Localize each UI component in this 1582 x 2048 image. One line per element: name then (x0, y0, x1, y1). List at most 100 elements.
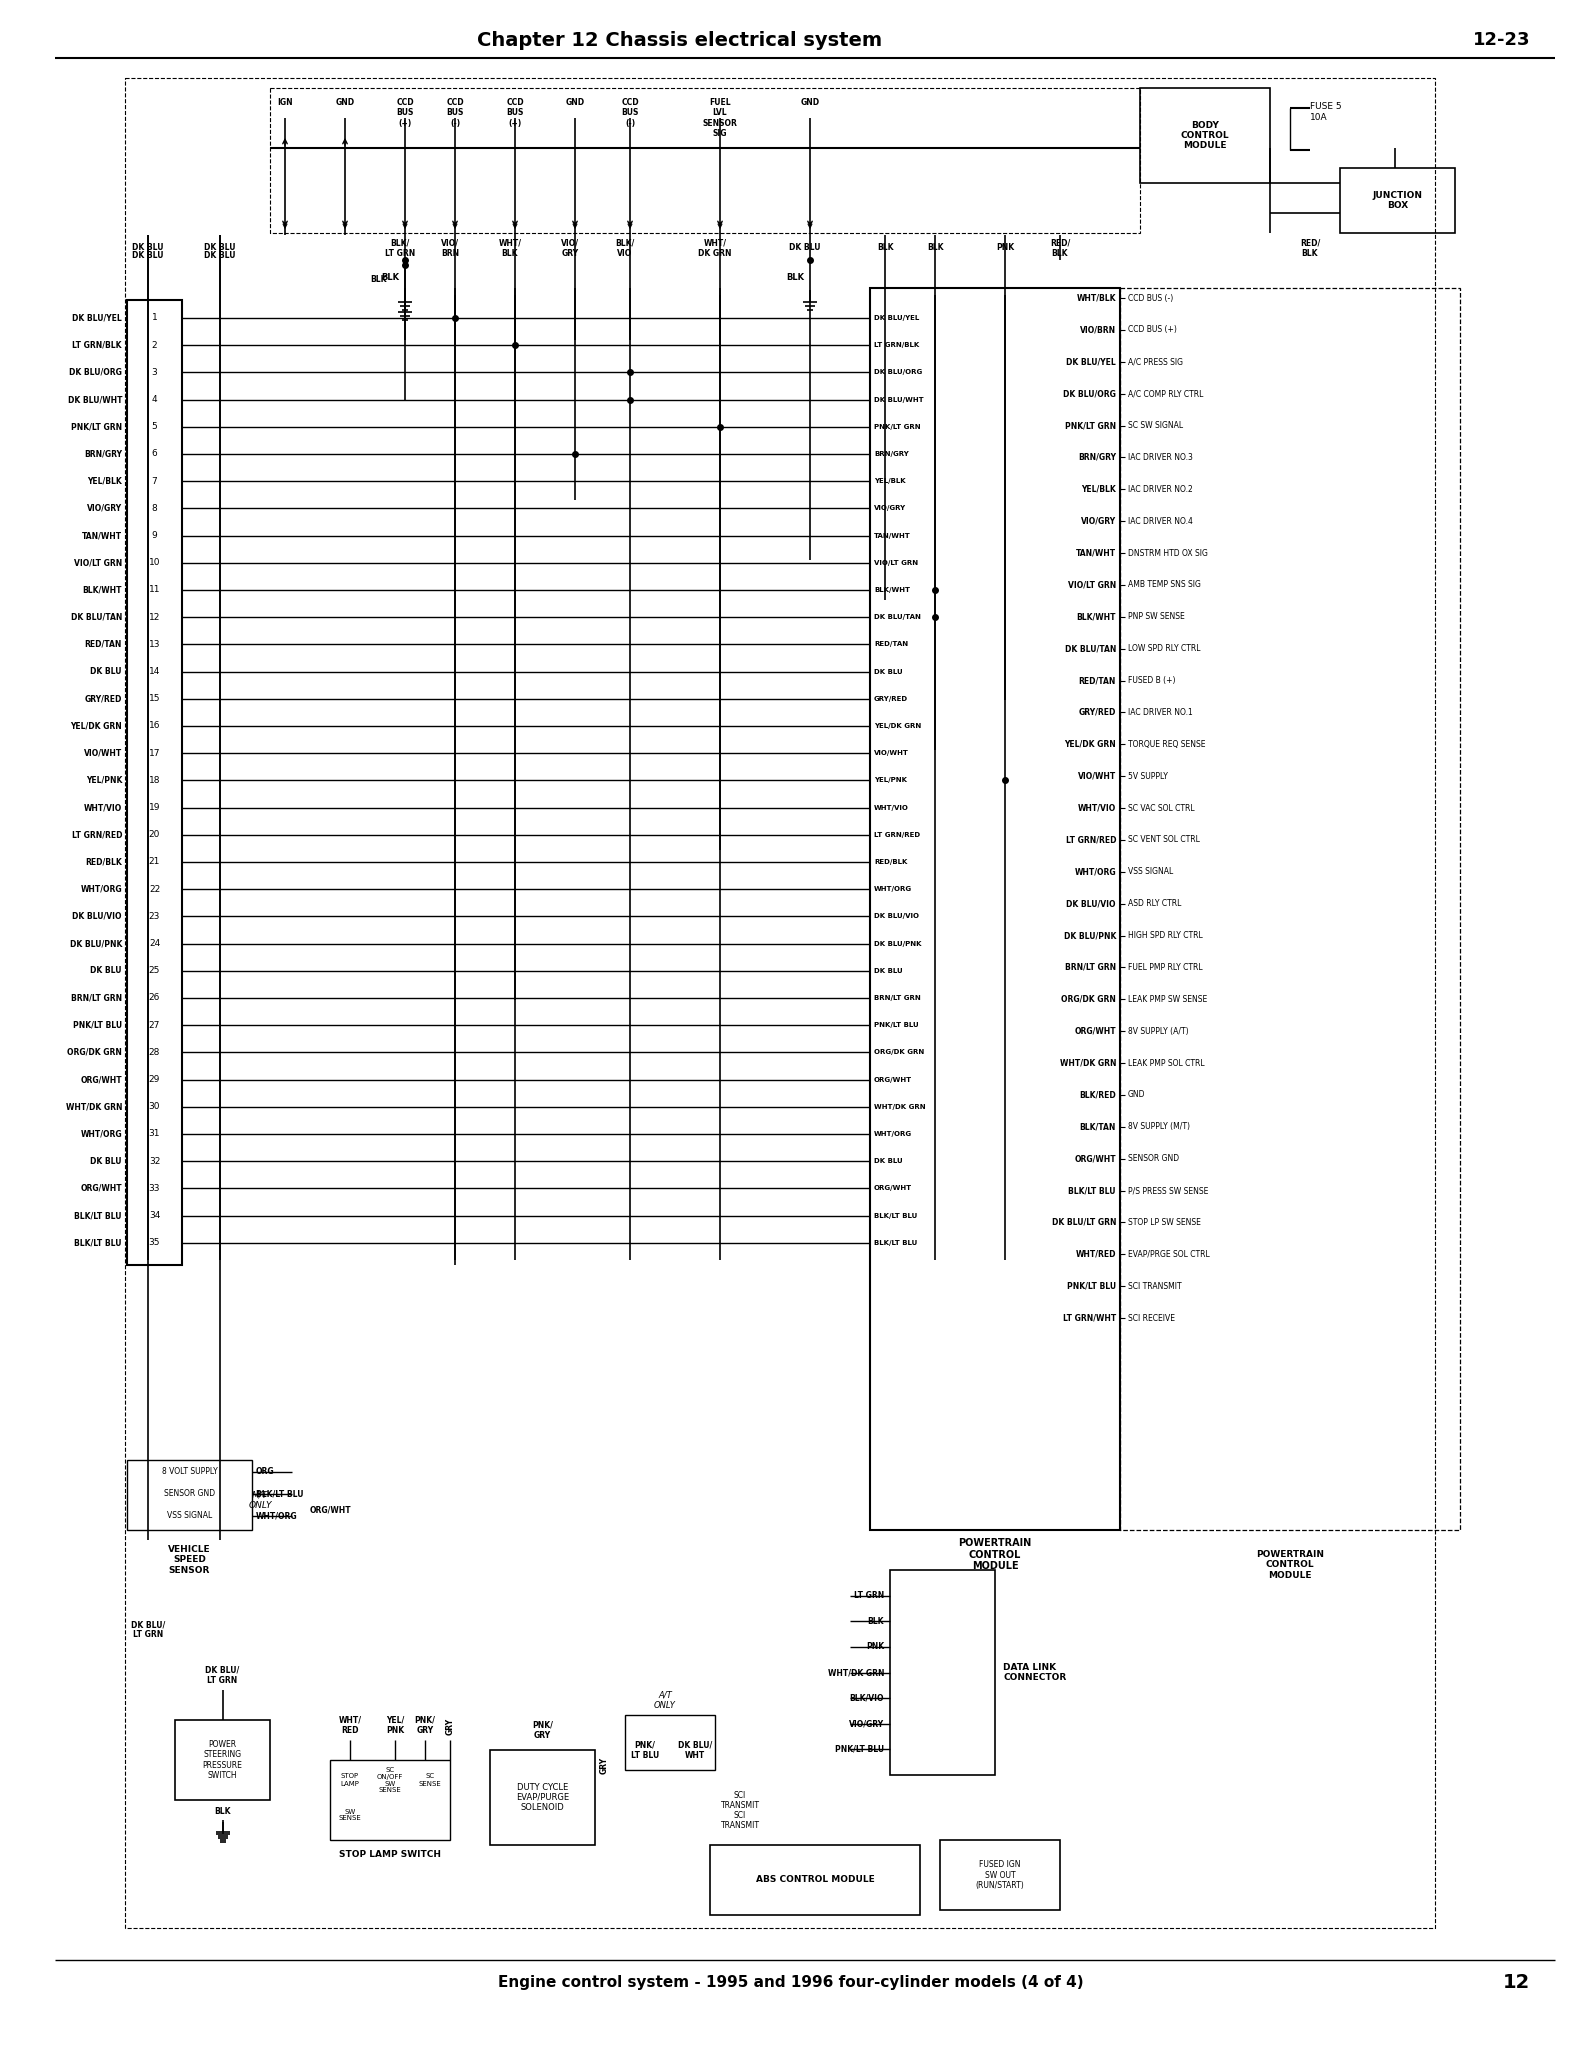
Text: 4: 4 (152, 395, 157, 403)
Text: VIO/
GRY: VIO/ GRY (562, 238, 579, 258)
Text: 18: 18 (149, 776, 160, 784)
Text: STOP LAMP SWITCH: STOP LAMP SWITCH (339, 1849, 441, 1860)
Text: WHT/BLK: WHT/BLK (1076, 293, 1115, 303)
Text: WHT/VIO: WHT/VIO (1077, 803, 1115, 813)
Text: CCD
BUS
(+): CCD BUS (+) (396, 98, 414, 127)
Text: BLK: BLK (370, 276, 388, 285)
Text: A/C COMP RLY CTRL: A/C COMP RLY CTRL (1128, 389, 1204, 397)
Text: YEL/BLK: YEL/BLK (873, 477, 905, 483)
Text: DK BLU: DK BLU (133, 244, 165, 252)
Text: 6: 6 (152, 449, 157, 459)
Text: 8 VOLT SUPPLY: 8 VOLT SUPPLY (161, 1468, 217, 1477)
Text: DK BLU/
LT GRN: DK BLU/ LT GRN (131, 1620, 165, 1638)
Text: SW
SENSE: SW SENSE (339, 1808, 361, 1821)
Text: GND: GND (335, 98, 354, 106)
Text: ORG: ORG (256, 1468, 275, 1477)
Text: 23: 23 (149, 911, 160, 922)
Text: DK BLU: DK BLU (90, 967, 122, 975)
Text: IAC DRIVER NO.2: IAC DRIVER NO.2 (1128, 485, 1193, 494)
Text: BLK/LT BLU: BLK/LT BLU (1068, 1186, 1115, 1196)
Text: IAC DRIVER NO.1: IAC DRIVER NO.1 (1128, 709, 1193, 717)
Text: GND: GND (565, 98, 585, 106)
Text: VIO/WHT: VIO/WHT (84, 750, 122, 758)
Text: ORG/WHT: ORG/WHT (81, 1184, 122, 1192)
Text: DK BLU/
WHT: DK BLU/ WHT (677, 1741, 712, 1759)
Text: 16: 16 (149, 721, 160, 731)
Bar (125, 78, 1435, 1927)
Text: LT GRN/BLK: LT GRN/BLK (873, 342, 919, 348)
Text: WHT/ORG: WHT/ORG (81, 1130, 122, 1139)
Text: BRN/GRY: BRN/GRY (84, 449, 122, 459)
Text: TORQUE REQ SENSE: TORQUE REQ SENSE (1128, 739, 1205, 750)
Text: 26: 26 (149, 993, 160, 1004)
Text: 12: 12 (149, 612, 160, 623)
Text: DK BLU: DK BLU (204, 244, 236, 252)
Text: PNK/LT BLU: PNK/LT BLU (835, 1745, 884, 1753)
Text: CCD
BUS
(-): CCD BUS (-) (622, 98, 639, 127)
Text: ORG/WHT: ORG/WHT (873, 1077, 913, 1083)
Text: RED/TAN: RED/TAN (873, 641, 908, 647)
Text: LOW SPD RLY CTRL: LOW SPD RLY CTRL (1128, 645, 1201, 653)
Text: 33: 33 (149, 1184, 160, 1192)
Text: WHT/DK GRN: WHT/DK GRN (1060, 1059, 1115, 1067)
Text: ASD RLY CTRL: ASD RLY CTRL (1128, 899, 1182, 907)
Text: 7: 7 (152, 477, 157, 485)
Text: SC VAC SOL CTRL: SC VAC SOL CTRL (1128, 803, 1194, 813)
Text: GRY/RED: GRY/RED (84, 694, 122, 702)
Text: BRN/LT GRN: BRN/LT GRN (1065, 963, 1115, 973)
Bar (1340, 168, 1455, 233)
Text: PNK/
LT BLU: PNK/ LT BLU (631, 1741, 660, 1759)
Text: 22: 22 (149, 885, 160, 893)
Text: RED/BLK: RED/BLK (85, 858, 122, 866)
Text: 15: 15 (149, 694, 160, 702)
Text: 14: 14 (149, 668, 160, 676)
Text: YEL/DK GRN: YEL/DK GRN (873, 723, 921, 729)
Text: DK BLU/PNK: DK BLU/PNK (1063, 932, 1115, 940)
Text: 1: 1 (152, 313, 157, 322)
Text: SC VENT SOL CTRL: SC VENT SOL CTRL (1128, 836, 1199, 844)
Text: Engine control system - 1995 and 1996 four-cylinder models (4 of 4): Engine control system - 1995 and 1996 fo… (498, 1974, 1084, 1989)
Text: VIO/LT GRN: VIO/LT GRN (74, 559, 122, 567)
Text: 19: 19 (149, 803, 160, 813)
Text: 12-23: 12-23 (1473, 31, 1530, 49)
Text: ORG/WHT: ORG/WHT (873, 1186, 913, 1192)
Text: PNK/
GRY: PNK/ GRY (414, 1716, 435, 1735)
Text: P/S PRESS SW SENSE: P/S PRESS SW SENSE (1128, 1186, 1209, 1196)
Text: BRN/GRY: BRN/GRY (1077, 453, 1115, 463)
Text: 10: 10 (149, 559, 160, 567)
Text: DK BLU/YEL: DK BLU/YEL (873, 315, 919, 322)
Text: WHT/VIO: WHT/VIO (84, 803, 122, 813)
Text: DK BLU/YEL: DK BLU/YEL (1066, 356, 1115, 367)
Text: ORG/DK GRN: ORG/DK GRN (1062, 995, 1115, 1004)
Text: DK BLU/WHT: DK BLU/WHT (68, 395, 122, 403)
Text: RED/
BLK: RED/ BLK (1300, 238, 1319, 258)
Text: BLK: BLK (381, 274, 399, 283)
Text: RED/
BLK: RED/ BLK (1050, 238, 1069, 258)
Text: 35: 35 (149, 1239, 160, 1247)
Text: A/T
ONLY: A/T ONLY (653, 1690, 676, 1710)
Text: GRY/RED: GRY/RED (1079, 709, 1115, 717)
Text: M/T
ONLY: M/T ONLY (248, 1491, 272, 1509)
Text: VIO/BRN: VIO/BRN (1081, 326, 1115, 334)
Text: 8V SUPPLY (A/T): 8V SUPPLY (A/T) (1128, 1026, 1188, 1036)
Text: DK BLU: DK BLU (204, 250, 236, 260)
Text: BODY
CONTROL
MODULE: BODY CONTROL MODULE (1180, 121, 1229, 150)
Text: YEL/BLK: YEL/BLK (87, 477, 122, 485)
Text: GRY: GRY (600, 1757, 609, 1774)
Text: DK BLU/VIO: DK BLU/VIO (873, 913, 919, 920)
Text: LT GRN/RED: LT GRN/RED (1066, 836, 1115, 844)
Text: VIO/GRY: VIO/GRY (850, 1718, 884, 1729)
Text: PNK: PNK (865, 1642, 884, 1651)
Text: DK BLU/WHT: DK BLU/WHT (873, 397, 924, 403)
Text: BRN/LT GRN: BRN/LT GRN (71, 993, 122, 1004)
Text: WHT/DK GRN: WHT/DK GRN (873, 1104, 925, 1110)
Text: DK BLU/VIO: DK BLU/VIO (1066, 899, 1115, 907)
Text: LT GRN/WHT: LT GRN/WHT (1063, 1313, 1115, 1323)
Text: DK BLU/ORG: DK BLU/ORG (873, 369, 922, 375)
Text: 17: 17 (149, 750, 160, 758)
Text: DK BLU/TAN: DK BLU/TAN (71, 612, 122, 623)
Text: ORG/WHT: ORG/WHT (81, 1075, 122, 1083)
Bar (625, 1714, 715, 1769)
Text: LT GRN/BLK: LT GRN/BLK (73, 340, 122, 350)
Bar (490, 1749, 595, 1845)
